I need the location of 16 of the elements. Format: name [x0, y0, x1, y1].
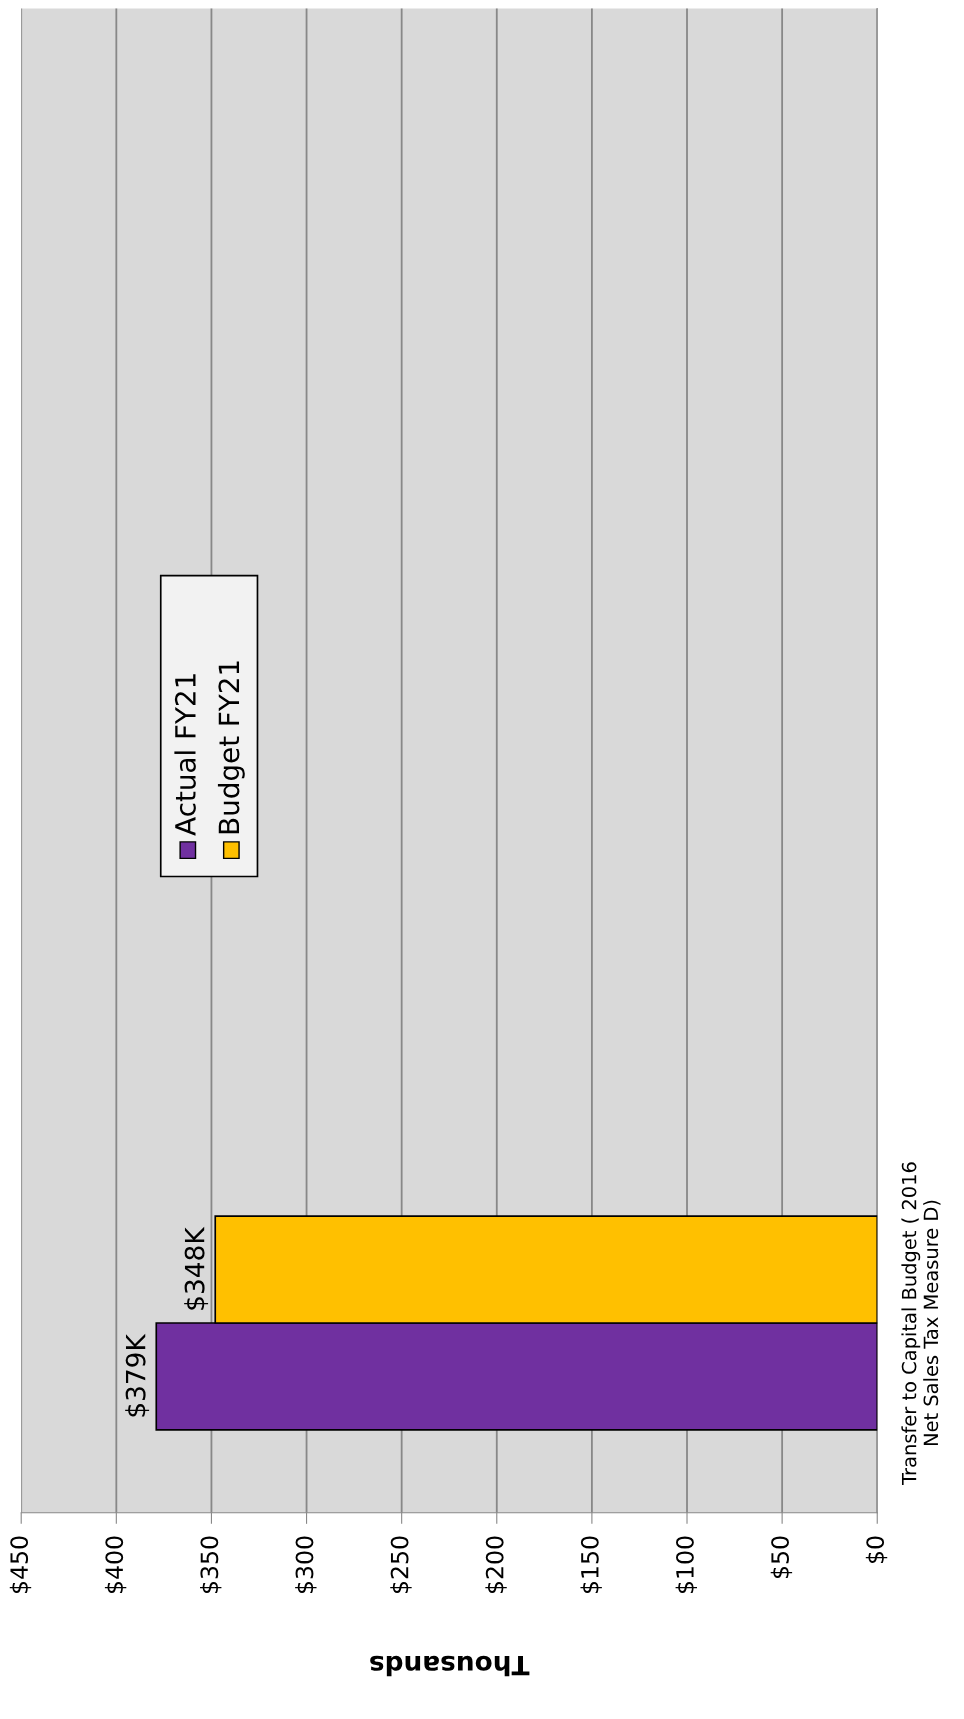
x-tick-label: $100	[675, 1536, 697, 1594]
x-tick-label: $250	[390, 1536, 412, 1594]
text: Budget FY21	[217, 661, 245, 834]
data-label: $348K	[184, 1226, 209, 1310]
x-tick-label: $300	[295, 1536, 317, 1594]
y-tick-label: Transfer to Capital Budget ( 2016 Net Sales Tax Measure D)	[901, 1162, 941, 1485]
x-tick-label: $400	[104, 1536, 127, 1594]
x-tick-label: $50	[770, 1536, 793, 1579]
x-axis-title: Thousands	[370, 1655, 530, 1677]
text: Actual FY21	[174, 674, 196, 836]
data-label: $379K	[125, 1333, 150, 1417]
x-tick-label: $450	[9, 1536, 32, 1594]
x-tick-label: $0	[865, 1536, 888, 1564]
x-tick-label: $200	[485, 1536, 507, 1594]
x-tick-label: $350	[200, 1536, 222, 1594]
x-tick-label: $150	[580, 1536, 602, 1594]
